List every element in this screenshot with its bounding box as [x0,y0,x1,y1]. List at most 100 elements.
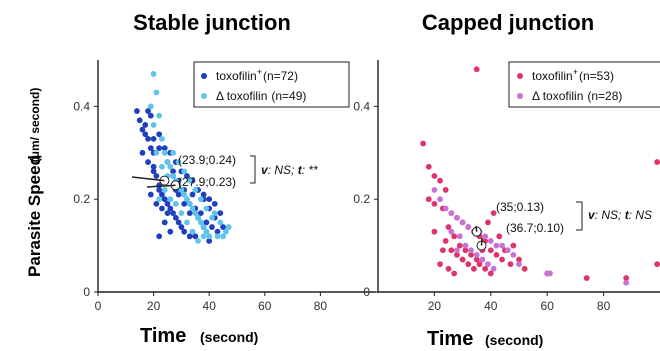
data-point-series-0 [485,219,491,226]
x-tick-label: 20 [428,299,442,313]
data-point-series-0 [178,224,185,230]
data-point-series-1 [482,233,489,240]
data-point-series-0 [425,196,432,203]
x-tick-label: 40 [484,299,498,313]
capped-junction-panel: Capped junction 20 40 60 80 0 0.2 0.4 (35;0.13… [353,10,660,350]
stat-text: v: NS; t: NS [588,208,652,222]
data-point-series-1 [200,233,207,240]
data-point-series-0 [451,270,458,277]
x-axis-unit: (second) [200,329,258,345]
data-point-series-1 [222,228,229,235]
data-point-series-0 [431,228,438,235]
stat-bracket: v: NS; t: ** [250,155,318,184]
x-tick-label: 60 [258,299,272,313]
data-point-series-0 [206,238,213,244]
x-axis-title: Time [140,325,186,347]
bracket-line [576,201,583,231]
data-point-series-0 [197,210,204,217]
data-point-series-0 [476,261,483,268]
data-point-series-1 [442,205,449,212]
data-point-series-0 [521,265,528,272]
data-point-series-1 [156,112,163,119]
data-point-series-1 [499,242,505,249]
legend-count: (n=49) [271,89,306,103]
data-point-series-1 [490,265,497,272]
data-point-series-1 [448,228,455,235]
y-axis-label: Parasite Speed (μm/ second) [25,88,44,277]
annotation-leader-line [475,225,478,232]
data-point-series-0 [445,265,452,272]
data-point-series-0 [189,191,196,198]
y-tick-label: 0.2 [353,192,370,206]
data-point-series-1 [175,159,182,165]
data-point-series-0 [134,108,140,114]
data-point-series-0 [462,247,469,254]
data-point-series-1 [437,196,443,203]
data-point-series-0 [145,135,151,142]
data-point-series-1 [195,214,201,221]
annotation-leader-line [480,237,483,246]
legend-box [193,61,350,108]
legend-superscript: + [257,67,262,77]
data-point-series-1 [192,187,199,193]
data-point-series-1 [170,173,176,179]
data-point-series-1 [479,256,486,263]
data-point-series-1 [487,238,494,244]
data-point-series-0 [200,191,207,198]
data-point-series-1 [161,187,168,193]
data-point-series-0 [153,173,160,179]
data-point-series-1 [217,219,224,226]
data-point-series-0 [170,210,176,217]
data-point-series-0 [516,256,522,263]
data-point-series-1 [510,251,517,258]
data-point-series-0 [448,247,455,254]
legend: toxofilin+(n=72) Δ toxofilin (n=49) [193,61,350,108]
data-point-series-1 [167,163,174,170]
data-point-series-1 [203,205,210,212]
data-point-series-0 [420,140,427,147]
data-point-series-1 [485,261,491,268]
data-point-series-1 [493,242,500,249]
data-point-series-1 [172,200,179,207]
data-point-series-0 [147,145,154,152]
data-point-series-0 [431,173,438,179]
data-point-series-1 [473,251,480,258]
data-point-series-0 [175,219,182,226]
x-tick-label: 80 [314,299,328,313]
data-point-series-1 [159,135,165,142]
data-point-series-0 [209,224,215,230]
y-tick-label: 0.2 [73,192,90,206]
data-point-series-0 [654,261,660,268]
data-point-series-0 [473,256,480,263]
legend-label: toxofilin [216,69,257,83]
data-point-series-1 [462,242,469,249]
x-tick-label: 60 [541,299,555,313]
stat-bracket: v: NS; t: NS [576,201,652,231]
x-tick-label: 0 [95,299,102,313]
data-point-series-1 [184,219,190,226]
data-point-series-0 [145,108,151,114]
data-point-series-0 [482,265,489,272]
x-axis-label: Time (second) [427,328,543,350]
data-point-series-0 [181,200,188,207]
data-point-series-0 [142,131,149,138]
data-point-series-0 [451,233,458,240]
data-point-series-0 [153,200,160,207]
data-point-series-0 [161,219,168,226]
data-point-series-1 [181,191,188,198]
data-point-series-1 [167,196,174,203]
data-point-series-1 [504,247,511,254]
data-point-series-0 [147,191,154,198]
data-point-series-0 [181,228,188,235]
x-tick-label: 80 [597,299,611,313]
data-point-series-0 [184,173,190,179]
data-point-series-0 [470,265,477,272]
data-point-series-0 [468,251,474,258]
x-axis-title: Time [427,328,473,350]
stat-t: t [625,208,630,222]
data-point-series-0 [186,210,193,217]
data-point-series-0 [136,117,143,124]
legend-entry-toxofilin-plus: toxofilin+(n=53) [532,67,614,83]
stat-v-result: : NS; [595,208,625,222]
stat-t: t [298,163,303,177]
